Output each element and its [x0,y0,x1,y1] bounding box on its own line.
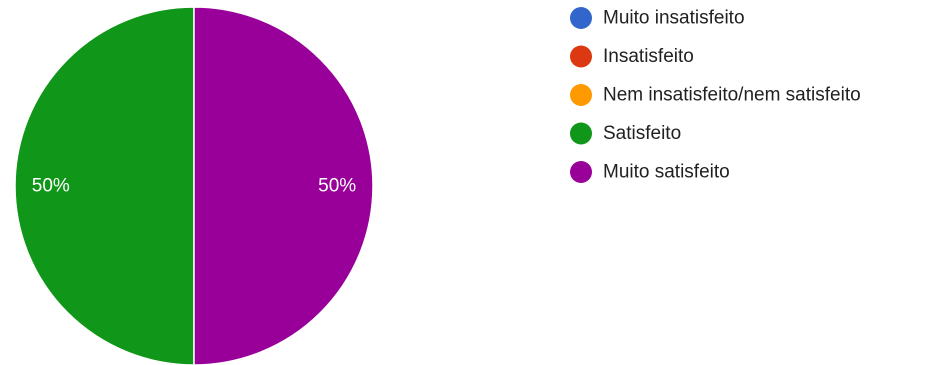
legend-swatch [570,45,592,68]
legend-item[interactable]: Muito satisfeito [570,161,730,183]
legend-swatch [570,161,592,183]
legend-swatch [570,7,592,29]
pie-slice-satisfeito[interactable] [14,6,195,365]
legend-swatch [570,122,592,145]
slice-value-label: 50% [32,176,70,197]
pie-slice-labels: 50% 50% [32,176,357,197]
legend-item[interactable]: Satisfeito [570,122,681,145]
legend-item[interactable]: Nem insatisfeito/nem satisfeito [570,84,861,106]
slice-value-label: 50% [318,176,356,197]
pie-slices [14,6,374,365]
legend: Muito insatisfeito Insatisfeito Nem insati… [570,7,861,183]
legend-label: Insatisfeito [603,46,694,67]
legend-swatch [570,84,592,106]
legend-item[interactable]: Insatisfeito [570,45,694,68]
legend-label: Muito satisfeito [603,162,730,183]
legend-item[interactable]: Muito insatisfeito [570,7,745,29]
legend-label: Nem insatisfeito/nem satisfeito [603,85,861,106]
legend-label: Muito insatisfeito [603,8,745,29]
pie-slice-muito-satisfeito[interactable] [193,6,374,365]
legend-label: Satisfeito [603,123,681,144]
